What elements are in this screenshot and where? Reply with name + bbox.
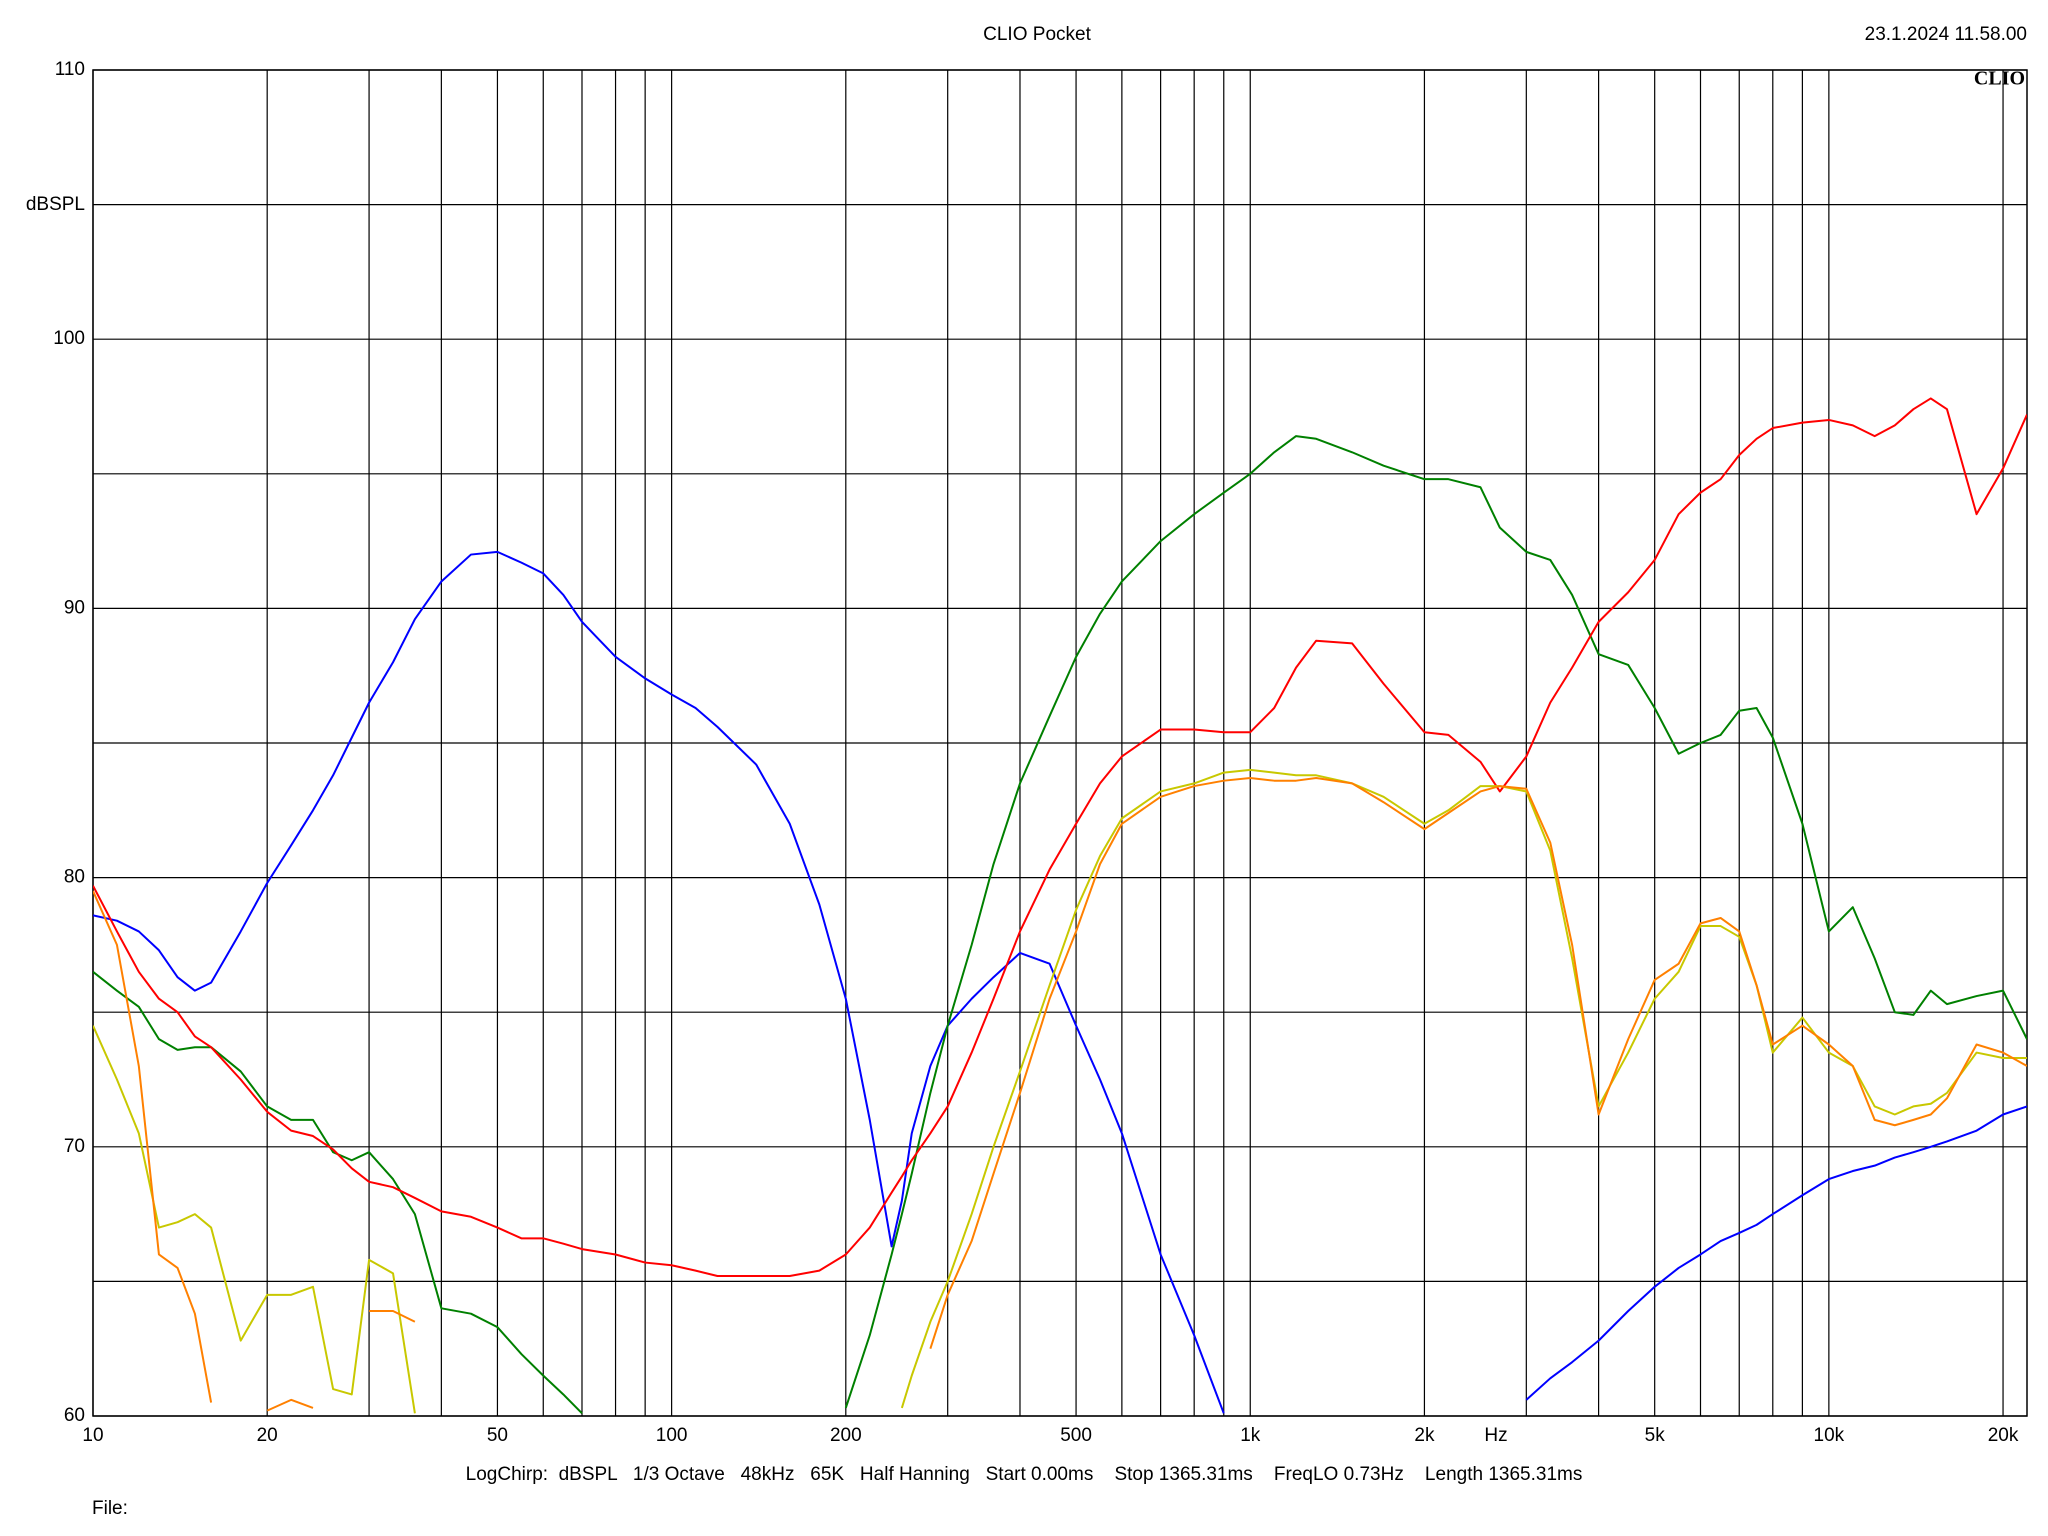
y-tick-label: 110 bbox=[55, 59, 85, 80]
series-line bbox=[93, 550, 2027, 1414]
series-line bbox=[93, 435, 2027, 1415]
y-tick-label: 60 bbox=[64, 1405, 85, 1426]
y-tick-label: 80 bbox=[64, 867, 85, 888]
x-tick-label: 10k bbox=[1814, 1425, 1845, 1446]
x-tick-label: 100 bbox=[656, 1425, 688, 1446]
timestamp: 23.1.2024 11.58.00 bbox=[1865, 24, 2027, 45]
logo: CLIO bbox=[1974, 68, 2025, 90]
x-tick-label: 20 bbox=[257, 1425, 278, 1446]
y-tick-label: 70 bbox=[64, 1136, 85, 1157]
y-tick-label: 90 bbox=[64, 597, 85, 618]
series-line bbox=[93, 768, 2027, 1414]
x-tick-label: 500 bbox=[1060, 1425, 1092, 1446]
x-tick-label: 10 bbox=[82, 1425, 103, 1446]
plot-frame bbox=[92, 69, 2028, 1417]
x-tick-label: 200 bbox=[830, 1425, 862, 1446]
file-label: File: bbox=[92, 1498, 128, 1519]
x-tick-label: 1k bbox=[1240, 1425, 1261, 1446]
x-tick-label: 2k bbox=[1414, 1425, 1435, 1446]
plot-area bbox=[93, 397, 2027, 1415]
x-tick-label: 50 bbox=[487, 1425, 508, 1446]
x-tick-label: 5k bbox=[1645, 1425, 1666, 1446]
x-tick-label: 20k bbox=[1988, 1425, 2019, 1446]
series-line bbox=[93, 397, 2027, 1278]
chart-title: CLIO Pocket bbox=[983, 24, 1091, 45]
y-axis-label: dBSPL bbox=[26, 194, 85, 215]
x-axis-label: Hz bbox=[1484, 1425, 1507, 1446]
y-tick-label: 100 bbox=[53, 328, 85, 349]
footer: LogChirp: dBSPL 1/3 Octave 48kHz 65K Hal… bbox=[466, 1464, 1583, 1485]
series-line bbox=[93, 777, 2027, 1412]
